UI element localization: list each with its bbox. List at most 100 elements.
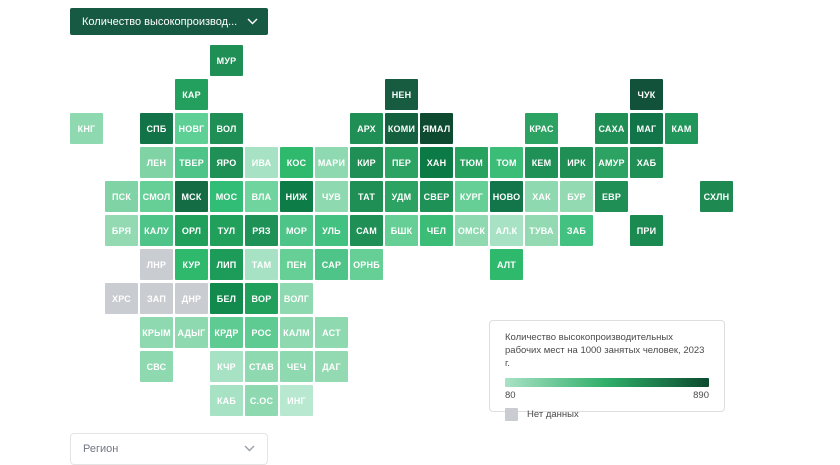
- region-dropdown[interactable]: Регион: [70, 433, 268, 465]
- region-tile-НОВО[interactable]: НОВО: [490, 181, 523, 212]
- region-tile-КРЫМ[interactable]: КРЫМ: [140, 317, 173, 348]
- region-tile-АРХ[interactable]: АРХ: [350, 113, 383, 144]
- legend-max-value: 890: [693, 390, 709, 402]
- legend-no-data-row: Нет данных: [505, 408, 709, 422]
- region-tile-ЗАБ[interactable]: ЗАБ: [560, 215, 593, 246]
- region-tile-ЕВР[interactable]: ЕВР: [595, 181, 628, 212]
- legend-title: Количество высокопроизводительных рабочи…: [505, 332, 705, 369]
- indicator-dropdown-label: Количество высокопроизвод...: [82, 15, 238, 28]
- region-tile-ПЕР[interactable]: ПЕР: [385, 147, 418, 178]
- region-tile-ЧЕЛ[interactable]: ЧЕЛ: [420, 215, 453, 246]
- region-tile-ВОЛ[interactable]: ВОЛ: [210, 113, 243, 144]
- region-tile-КУР[interactable]: КУР: [175, 249, 208, 280]
- region-tile-МУР[interactable]: МУР: [210, 45, 243, 76]
- region-tile-СМОЛ[interactable]: СМОЛ: [140, 181, 173, 212]
- region-tile-КАБ[interactable]: КАБ: [210, 385, 243, 416]
- region-tile-ВЛА[interactable]: ВЛА: [245, 181, 278, 212]
- region-tile-АДЫГ[interactable]: АДЫГ: [175, 317, 208, 348]
- region-dropdown-label: Регион: [83, 443, 119, 455]
- region-tile-МОР[interactable]: МОР: [280, 215, 313, 246]
- region-tile-ВОР[interactable]: ВОР: [245, 283, 278, 314]
- region-tile-ЯМАЛ[interactable]: ЯМАЛ: [420, 113, 453, 144]
- region-tile-САР[interactable]: САР: [315, 249, 348, 280]
- region-tile-КЧР[interactable]: КЧР: [210, 351, 243, 382]
- region-tile-СТАВ[interactable]: СТАВ: [245, 351, 278, 382]
- region-tile-ДАГ[interactable]: ДАГ: [315, 351, 348, 382]
- region-tile-ИНГ[interactable]: ИНГ: [280, 385, 313, 416]
- region-tile-САМ[interactable]: САМ: [350, 215, 383, 246]
- region-tile-МОС[interactable]: МОС: [210, 181, 243, 212]
- region-tile-ТОМ[interactable]: ТОМ: [490, 147, 523, 178]
- legend-range: 80 890: [505, 390, 709, 401]
- region-tile-ЛНР[interactable]: ЛНР: [140, 249, 173, 280]
- region-tile-ЧУК[interactable]: ЧУК: [630, 79, 663, 110]
- region-tile-ПСК[interactable]: ПСК: [105, 181, 138, 212]
- region-tile-ПРИ[interactable]: ПРИ: [630, 215, 663, 246]
- region-tile-ИВА[interactable]: ИВА: [245, 147, 278, 178]
- region-tile-КРАС[interactable]: КРАС: [525, 113, 558, 144]
- region-tile-ДНР[interactable]: ДНР: [175, 283, 208, 314]
- region-tile-КРДР[interactable]: КРДР: [210, 317, 243, 348]
- region-tile-УЛЬ[interactable]: УЛЬ: [315, 215, 348, 246]
- region-tile-БРЯ[interactable]: БРЯ: [105, 215, 138, 246]
- region-tile-ПЕН[interactable]: ПЕН: [280, 249, 313, 280]
- region-tile-НИЖ[interactable]: НИЖ: [280, 181, 313, 212]
- region-tile-МАРИ[interactable]: МАРИ: [315, 147, 348, 178]
- region-tile-АМУР[interactable]: АМУР: [595, 147, 628, 178]
- region-tile-РЯЗ[interactable]: РЯЗ: [245, 215, 278, 246]
- region-tile-БШК[interactable]: БШК: [385, 215, 418, 246]
- region-tile-КАМ[interactable]: КАМ: [665, 113, 698, 144]
- no-data-label: Нет данных: [527, 409, 579, 421]
- region-tile-РОС[interactable]: РОС: [245, 317, 278, 348]
- region-tile-ТУВА[interactable]: ТУВА: [525, 215, 558, 246]
- region-tile-ТЮМ[interactable]: ТЮМ: [455, 147, 488, 178]
- region-tile-ЛЕН[interactable]: ЛЕН: [140, 147, 173, 178]
- region-tile-КОМИ[interactable]: КОМИ: [385, 113, 418, 144]
- region-tile-ЧУВ[interactable]: ЧУВ: [315, 181, 348, 212]
- region-tile-ХАБ[interactable]: ХАБ: [630, 147, 663, 178]
- region-tile-БЕЛ[interactable]: БЕЛ: [210, 283, 243, 314]
- region-tile-С.ОС[interactable]: С.ОС: [245, 385, 278, 416]
- region-tile-ЯРО[interactable]: ЯРО: [210, 147, 243, 178]
- region-tile-МАГ[interactable]: МАГ: [630, 113, 663, 144]
- region-tile-САХА[interactable]: САХА: [595, 113, 628, 144]
- region-tile-ЗАП[interactable]: ЗАП: [140, 283, 173, 314]
- region-tile-СПБ[interactable]: СПБ: [140, 113, 173, 144]
- region-tile-АЛ.К[interactable]: АЛ.К: [490, 215, 523, 246]
- region-tile-ВОЛГ[interactable]: ВОЛГ: [280, 283, 313, 314]
- region-tile-КИР[interactable]: КИР: [350, 147, 383, 178]
- region-tile-ОМСК[interactable]: ОМСК: [455, 215, 488, 246]
- region-tile-ОРЛ[interactable]: ОРЛ: [175, 215, 208, 246]
- region-tile-МСК[interactable]: МСК: [175, 181, 208, 212]
- region-tile-ХАК[interactable]: ХАК: [525, 181, 558, 212]
- region-tile-СХЛН[interactable]: СХЛН: [700, 181, 733, 212]
- region-tile-АСТ[interactable]: АСТ: [315, 317, 348, 348]
- region-tile-КАЛУ[interactable]: КАЛУ: [140, 215, 173, 246]
- chevron-down-icon: [244, 443, 255, 455]
- region-tile-УДМ[interactable]: УДМ: [385, 181, 418, 212]
- region-tile-ИРК[interactable]: ИРК: [560, 147, 593, 178]
- region-tile-КНГ[interactable]: КНГ: [70, 113, 103, 144]
- region-tile-СВЕР[interactable]: СВЕР: [420, 181, 453, 212]
- region-tile-НЕН[interactable]: НЕН: [385, 79, 418, 110]
- region-tile-КЕМ[interactable]: КЕМ: [525, 147, 558, 178]
- region-tile-ХРС[interactable]: ХРС: [105, 283, 138, 314]
- indicator-dropdown[interactable]: Количество высокопроизвод...: [70, 8, 268, 35]
- region-tile-КОС[interactable]: КОС: [280, 147, 313, 178]
- region-tile-ТУЛ[interactable]: ТУЛ: [210, 215, 243, 246]
- region-tile-НОВГ[interactable]: НОВГ: [175, 113, 208, 144]
- region-tile-АЛТ[interactable]: АЛТ: [490, 249, 523, 280]
- region-tile-ЛИП[interactable]: ЛИП: [210, 249, 243, 280]
- region-tile-СВС[interactable]: СВС: [140, 351, 173, 382]
- region-tile-КУРГ[interactable]: КУРГ: [455, 181, 488, 212]
- region-tile-ХАН[interactable]: ХАН: [420, 147, 453, 178]
- legend-card: Количество высокопроизводительных рабочи…: [489, 320, 725, 422]
- region-tile-КАР[interactable]: КАР: [175, 79, 208, 110]
- region-tile-ТАТ[interactable]: ТАТ: [350, 181, 383, 212]
- region-tile-БУР[interactable]: БУР: [560, 181, 593, 212]
- region-tile-ЧЕЧ[interactable]: ЧЕЧ: [280, 351, 313, 382]
- region-tile-ОРНБ[interactable]: ОРНБ: [350, 249, 383, 280]
- region-tile-ТАМ[interactable]: ТАМ: [245, 249, 278, 280]
- region-tile-КАЛМ[interactable]: КАЛМ: [280, 317, 313, 348]
- region-tile-ТВЕР[interactable]: ТВЕР: [175, 147, 208, 178]
